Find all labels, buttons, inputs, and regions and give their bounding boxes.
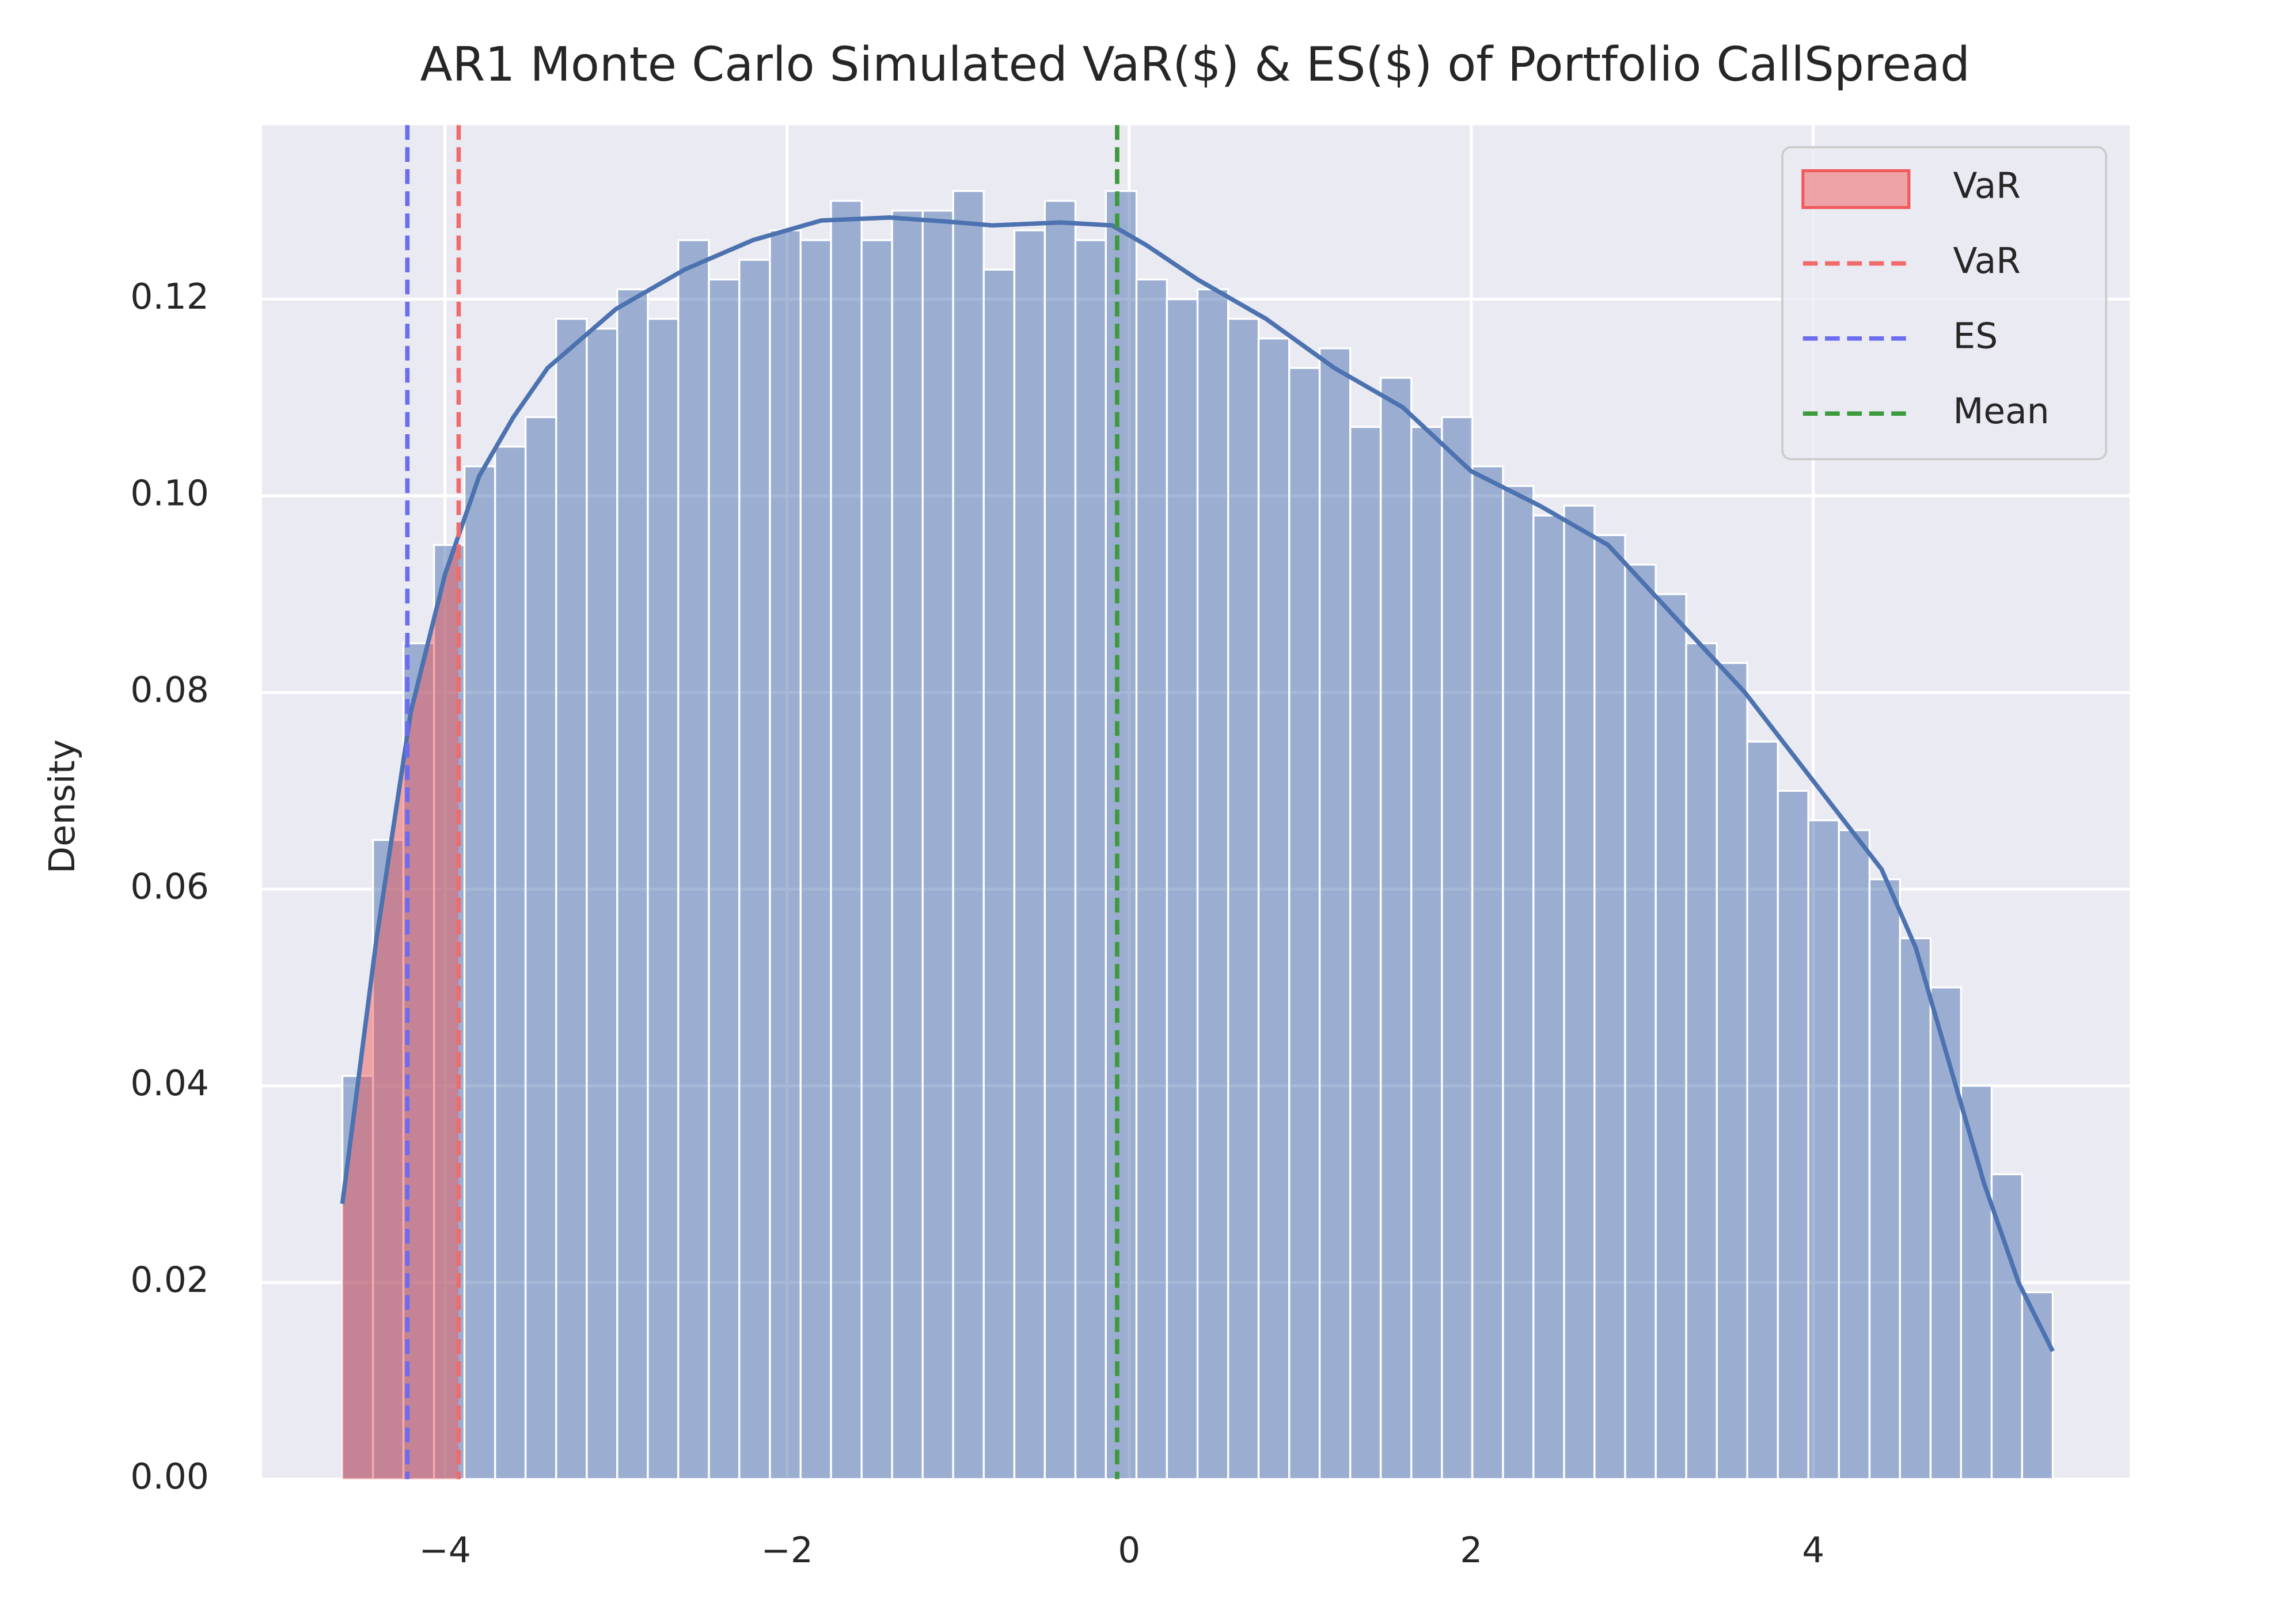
- legend-box: [1781, 146, 2108, 461]
- bar: [677, 239, 710, 1480]
- bar: [1013, 229, 1046, 1480]
- bar: [586, 328, 618, 1480]
- bar: [799, 239, 832, 1480]
- bar: [1502, 485, 1535, 1480]
- bar: [1960, 1084, 1993, 1480]
- bar: [921, 210, 954, 1480]
- bar: [1685, 642, 1718, 1480]
- legend-label: Mean: [1953, 391, 2050, 432]
- y-tick-label: 0.08: [130, 670, 209, 711]
- bar: [769, 229, 802, 1480]
- bar: [891, 210, 924, 1480]
- bar: [1288, 367, 1321, 1480]
- y-tick-label: 0.04: [130, 1063, 209, 1104]
- bar: [1074, 239, 1107, 1480]
- bar: [524, 416, 557, 1480]
- bar: [1441, 416, 1474, 1480]
- legend-swatch: [1801, 169, 1911, 209]
- bar: [1899, 937, 1932, 1480]
- bar: [463, 465, 496, 1480]
- legend-label: ES: [1953, 316, 1998, 356]
- bar: [1929, 986, 1963, 1480]
- x-tick-label: 4: [1802, 1530, 1824, 1571]
- bar: [1716, 662, 1748, 1480]
- bar: [494, 445, 527, 1480]
- bar: [616, 288, 649, 1480]
- bar: [1654, 593, 1687, 1480]
- bar: [830, 200, 863, 1480]
- x-tick-label: −4: [419, 1530, 471, 1571]
- bar: [647, 317, 680, 1480]
- bar: [1624, 563, 1657, 1480]
- bar: [1166, 298, 1199, 1480]
- bar: [1257, 337, 1291, 1480]
- y-tick-label: 0.00: [130, 1456, 209, 1497]
- bar: [952, 190, 985, 1480]
- bar: [1838, 829, 1871, 1480]
- bar: [1135, 278, 1168, 1480]
- bar: [555, 317, 588, 1480]
- bar: [708, 278, 741, 1480]
- bar: [1807, 819, 1840, 1480]
- y-tick-label: 0.06: [130, 867, 209, 908]
- bar: [1532, 514, 1565, 1480]
- bar: [1593, 534, 1626, 1480]
- x-tick-label: −2: [761, 1530, 813, 1571]
- y-axis-label: Density: [42, 739, 83, 874]
- bar: [1196, 288, 1229, 1480]
- y-tick-label: 0.02: [130, 1260, 209, 1301]
- bar: [738, 259, 771, 1480]
- bar: [1410, 426, 1443, 1480]
- bar: [1777, 789, 1809, 1480]
- bar: [1105, 190, 1138, 1480]
- bar: [1746, 741, 1779, 1480]
- bar: [982, 268, 1016, 1480]
- bar: [1868, 878, 1901, 1480]
- bar: [1349, 426, 1382, 1480]
- bar: [860, 239, 893, 1480]
- y-tick-label: 0.12: [130, 276, 209, 317]
- bar: [1379, 377, 1413, 1480]
- bar: [1227, 317, 1260, 1480]
- x-tick-label: 2: [1460, 1530, 1482, 1571]
- legend-label: VaR: [1953, 166, 2021, 207]
- x-tick-label: 0: [1118, 1530, 1140, 1571]
- var-shade: [342, 535, 459, 1479]
- y-tick-label: 0.10: [130, 473, 209, 514]
- kde-line: [340, 215, 2055, 1353]
- bar: [1471, 465, 1504, 1480]
- bar: [1318, 347, 1352, 1480]
- legend-label: VaR: [1953, 241, 2021, 282]
- bar: [1563, 504, 1596, 1480]
- bar: [1043, 200, 1077, 1480]
- chart-title: AR1 Monte Carlo Simulated VaR($) & ES($)…: [420, 37, 1970, 92]
